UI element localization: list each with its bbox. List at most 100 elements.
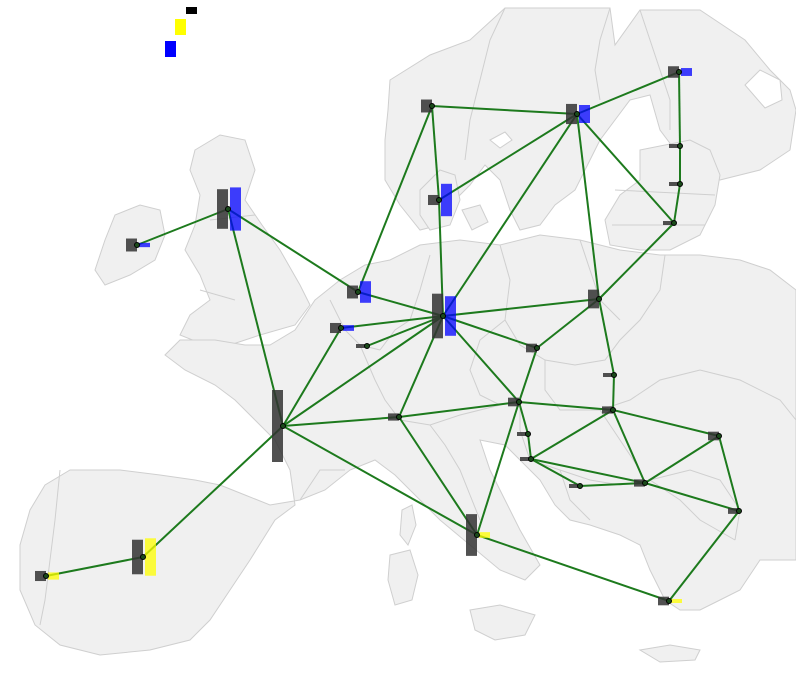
great-britain-landmass [179,134,311,346]
transmission-line-ro-bg [718,435,740,512]
transmission-line-lv-lt [673,183,681,224]
generation-bar-fi-dark [668,66,679,78]
bus-node-ro [716,433,722,439]
transmission-line-bg-gr [668,510,740,602]
bus-node-nl [355,289,361,295]
bus-node-lt [671,220,677,226]
corsica-island [399,504,417,546]
generation-bar-nl-blue [360,281,371,303]
transmission-line-ch-at [398,401,520,418]
lake-ladoga [744,69,783,109]
generation-bar-gr-yellow [671,599,682,603]
generation-bar-lv-dark [669,182,680,186]
sardinia-island [387,549,419,606]
generation-bar-es-dark [132,539,143,575]
transmission-line-sk-hu [612,374,615,411]
bus-node-sk [611,372,617,378]
generation-bar-gb-blue [230,187,241,231]
transmission-line-se-dk [438,113,578,201]
generation-bar-se-blue [579,105,590,123]
generation-bar-fi-blue [681,68,692,76]
legend-swatch-blue [165,41,176,57]
bus-node-lu [364,343,370,349]
generation-bar-es-yellow [145,538,156,576]
transmission-line-fr-es [142,425,284,558]
transmission-line-cz-at [518,347,538,403]
transmission-line-no-dk [431,105,440,201]
bus-node-ee [677,143,683,149]
bus-node-fr [280,423,286,429]
lake-vanern [489,131,513,149]
generation-bar-pl-dark [588,289,599,309]
bus-node-at [516,399,522,405]
bus-node-bg [736,508,742,514]
transmission-line-fr-ch [282,416,400,427]
generation-bar-ie-blue [139,242,150,248]
generation-bar-hr-dark [520,457,531,461]
transmission-line-pl-sk [598,298,615,376]
continental-europe-landmass [19,234,796,656]
sicily-island [469,604,536,641]
transmission-line-it-gr [476,534,670,602]
generation-bar-dk-dark [428,194,439,206]
generation-bar-de-blue [445,296,456,336]
bus-node-si [525,431,531,437]
generation-bar-ro-dark [708,431,719,441]
transmission-line-hu-ro [612,409,720,437]
bus-node-rs [642,480,648,486]
transmission-line-se-de [442,113,578,317]
transmission-line-se-pl [576,113,600,300]
transmission-line-fi-ee [678,71,681,147]
legend-swatch-black [186,7,197,14]
transmission-line-si-hr [527,433,532,460]
generation-bar-no-dark [421,99,432,113]
transmission-line-hr-ba [530,458,581,487]
transmission-line-lu-de [366,315,444,347]
transmission-line-at-si [518,401,529,435]
generation-bar-it-dark [466,514,477,556]
generation-bar-ee-dark [669,144,680,148]
transmission-line-lt-pl [598,222,675,300]
bus-node-dk [436,197,442,203]
transmission-line-nl-de [357,291,444,317]
transmission-line-no-se [431,105,578,115]
bus-node-gb [225,206,231,212]
generation-bar-lu-dark [356,344,367,348]
bus-node-hr [528,456,534,462]
generation-bar-hu-dark [602,406,613,414]
generation-bar-pt-dark [35,570,46,582]
transmission-line-hu-rs [612,409,646,484]
generation-bar-fr-dark [272,390,283,462]
bus-node-ba [577,483,583,489]
generation-bar-si-dark [517,432,528,436]
transmission-line-at-hu [518,401,614,411]
generation-bar-gr-dark [658,596,669,606]
transmission-line-ie-gb [136,208,229,246]
transmission-line-hr-rs [530,458,646,484]
bus-node-pt [43,573,49,579]
bus-node-fi [676,69,682,75]
transmission-lines [45,71,740,602]
bus-node-ch [396,414,402,420]
legend-swatch-yellow [175,19,186,35]
bus-node-lv [677,181,683,187]
generation-bar-ch-dark [388,413,399,421]
generation-bar-lt-dark [663,221,674,225]
bus-node-pl [596,296,602,302]
transmission-line-se-lt [576,113,675,224]
transmission-line-no-nl [357,105,433,293]
generation-bar-cz-dark [526,343,537,353]
transmission-line-es-pt [45,556,144,577]
scandinavia-borders [464,7,671,161]
transmission-line-at-it [476,401,520,536]
transmission-line-gb-fr [227,208,284,427]
generation-bar-at-dark [508,397,519,407]
bus-node-ie [134,242,140,248]
generation-bar-be-dark [330,322,341,334]
generation-bar-nl-dark [347,285,358,299]
generation-bar-gb-dark [217,189,228,229]
bus-node-hu [610,407,616,413]
generation-bar-de-dark [432,293,443,339]
